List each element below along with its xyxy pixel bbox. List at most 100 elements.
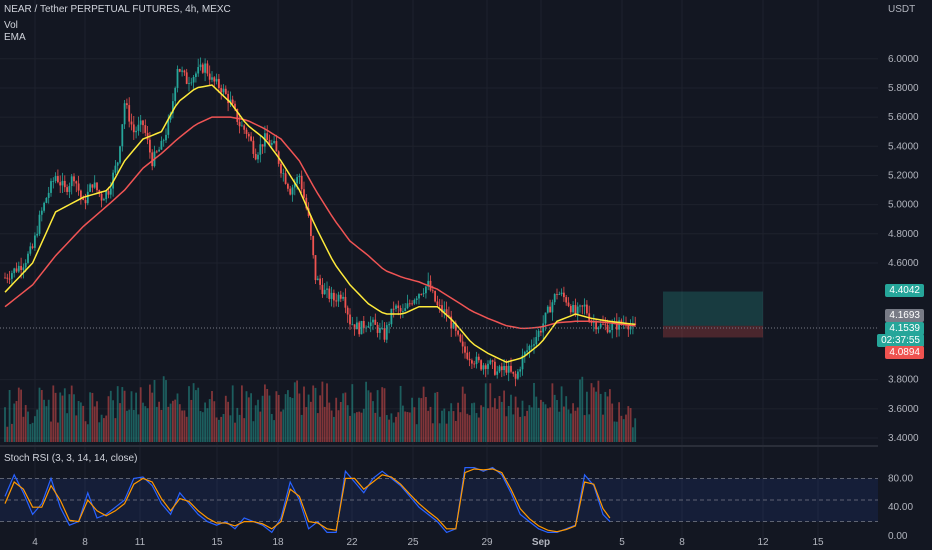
candle-body: [344, 296, 347, 308]
volume-bar: [43, 399, 45, 442]
volume-bar: [167, 406, 170, 442]
take-profit-tag: 4.4042: [885, 284, 924, 297]
volume-bar: [438, 423, 441, 442]
candle-body: [328, 288, 331, 299]
volume-bar: [353, 413, 356, 442]
volume-bar: [590, 383, 593, 442]
candle-body: [215, 78, 218, 82]
volume-bar: [454, 420, 457, 442]
candle-body: [399, 308, 402, 312]
volume-bar: [381, 387, 384, 442]
candle-body: [63, 180, 66, 188]
candle-body: [560, 292, 563, 295]
volume-bar: [29, 424, 32, 442]
ema-label[interactable]: EMA: [4, 32, 26, 43]
volume-bar: [181, 410, 183, 442]
candle-body: [544, 312, 547, 324]
volume-bar: [312, 385, 315, 442]
volume-bar: [540, 399, 542, 442]
volume-bar: [57, 422, 59, 442]
volume-bar: [360, 412, 363, 442]
candle-body: [546, 306, 549, 313]
candle-body: [13, 268, 16, 274]
candle-body: [268, 140, 271, 145]
volume-bar: [160, 409, 163, 442]
candle-body: [261, 144, 264, 147]
volume-bar: [388, 419, 390, 442]
volume-bar: [510, 394, 512, 442]
volume-bar: [24, 405, 27, 442]
volume-bar: [369, 392, 372, 442]
position-tool[interactable]: [0, 291, 878, 338]
x-tick-label: 29: [481, 537, 493, 548]
volume-bar: [581, 376, 584, 442]
volume-bar: [188, 386, 190, 442]
stoch-label[interactable]: Stoch RSI (3, 3, 14, 14, close): [4, 453, 138, 464]
volume-bar: [408, 412, 411, 442]
candle-body: [519, 369, 522, 372]
volume-bar: [395, 416, 397, 442]
candle-body: [160, 140, 163, 150]
candle-body: [6, 277, 9, 279]
volume-bar: [261, 395, 264, 442]
candle-body: [181, 70, 183, 72]
stoch-tick-label: 80.00: [888, 473, 913, 484]
candle-body: [339, 294, 342, 299]
volume-bar: [489, 383, 492, 442]
candle-body: [270, 142, 273, 145]
volume-bar: [625, 414, 627, 442]
x-tick-label: 25: [407, 537, 419, 548]
volume-bar: [448, 411, 450, 442]
candle-body: [415, 298, 418, 301]
volume-bar: [517, 407, 519, 442]
volume-bar: [185, 416, 188, 442]
axes: 6.0000 5.8000 5.6000 5.4000 5.2000 5.0000 4.80…: [32, 0, 932, 550]
symbol-title[interactable]: NEAR / Tether PERPETUAL FUTURES, 4h, MEX…: [4, 4, 231, 15]
volume-bar: [77, 400, 80, 442]
volume-bar: [130, 391, 133, 442]
ema-lines: [4, 84, 636, 363]
volume-bar: [328, 402, 331, 442]
candle-body: [418, 294, 420, 299]
candle-body: [471, 360, 473, 364]
volume-bar: [91, 392, 94, 442]
volume-bar: [153, 379, 156, 442]
volume-bar: [553, 394, 556, 442]
volume-bar: [121, 387, 124, 442]
volume-bar: [528, 405, 531, 442]
candle-body: [383, 328, 386, 340]
volume-bar: [597, 380, 600, 442]
volume-bar: [367, 390, 370, 442]
vol-label[interactable]: Vol: [4, 20, 18, 31]
volume-bar: [422, 386, 425, 442]
candle-body: [379, 328, 381, 333]
volume-bar: [356, 412, 358, 442]
volume-bar: [512, 414, 515, 442]
volume-bar: [229, 415, 232, 442]
volume-bar: [197, 387, 200, 442]
volume-bar: [471, 403, 473, 442]
volume-bar: [103, 418, 105, 442]
candle-body: [397, 305, 400, 309]
volume-bar: [333, 416, 335, 442]
volume-bar: [330, 410, 333, 442]
candle-body: [496, 371, 499, 375]
candle-body: [75, 181, 78, 184]
candle-body: [43, 202, 45, 211]
volume-bar: [201, 412, 204, 442]
volume-bar: [227, 401, 229, 442]
candle-body: [551, 302, 554, 313]
candle-body: [510, 365, 512, 372]
candle-body: [206, 63, 209, 74]
candle-body: [505, 366, 508, 373]
candle-body: [300, 175, 303, 190]
candle-body: [188, 83, 190, 84]
candle-body: [89, 184, 91, 192]
volume-bar: [114, 418, 117, 442]
gray-price-tag: 4.1693: [885, 309, 924, 322]
volume-bar: [75, 415, 78, 442]
candle-body: [443, 309, 446, 313]
volume-bar: [86, 424, 89, 442]
candle-body: [367, 326, 370, 328]
